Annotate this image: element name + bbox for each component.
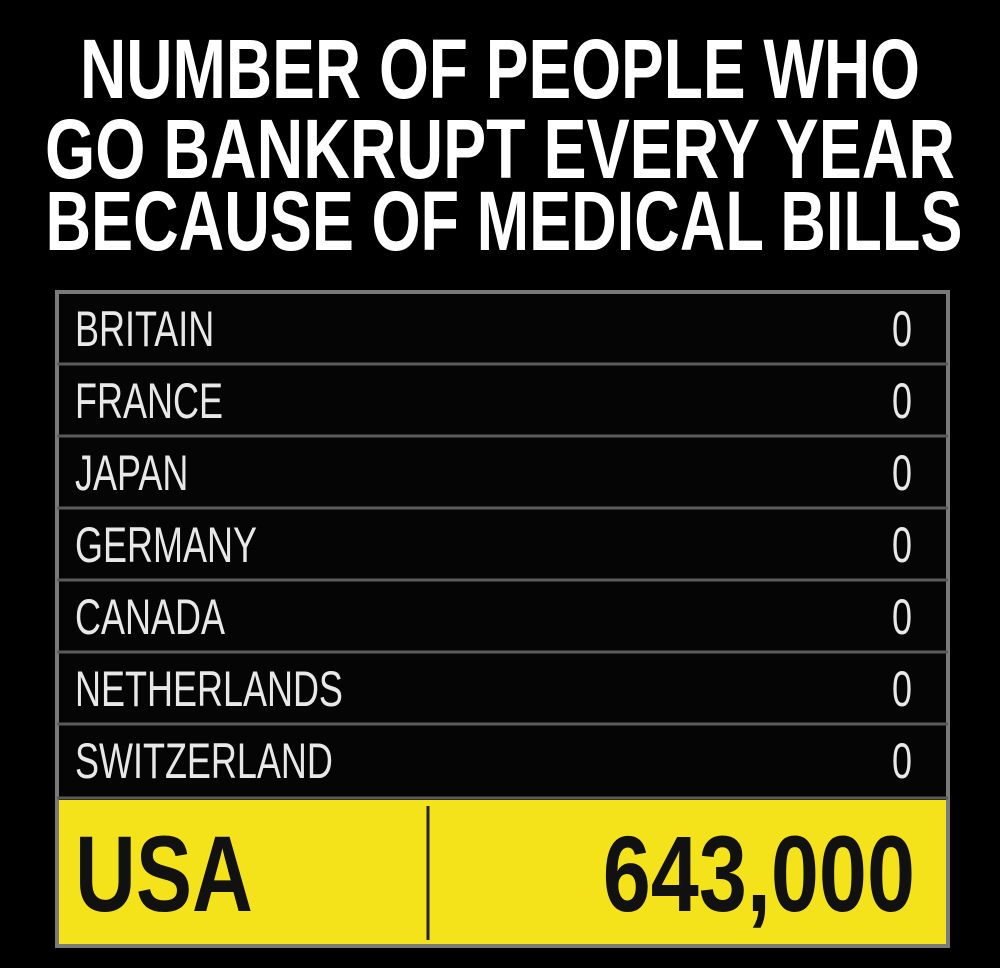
cell-group: 643,000	[603, 813, 915, 934]
cell-group: SWITZERLAND	[75, 734, 333, 789]
value-cell: 0	[892, 662, 912, 717]
cell-group: NETHERLANDS	[75, 662, 343, 717]
value-cell: 0	[892, 518, 912, 573]
title-line: NUMBER OF PEOPLE WHO	[80, 22, 920, 116]
value-cell: 0	[892, 590, 912, 645]
country-cell: JAPAN	[75, 446, 188, 501]
value-cell: 0	[892, 374, 912, 429]
country-cell: NETHERLANDS	[75, 662, 343, 717]
country-cell: FRANCE	[75, 374, 223, 429]
cell-group: BRITAIN	[75, 302, 214, 357]
cell-group: USA	[75, 813, 253, 935]
country-cell: SWITZERLAND	[75, 734, 333, 789]
value-cell: 643,000	[603, 813, 915, 934]
cell-group: 0	[892, 662, 912, 717]
country-cell: CANADA	[75, 590, 225, 645]
cell-group: FRANCE	[75, 374, 223, 429]
country-cell: GERMANY	[75, 518, 257, 573]
cell-group: 0	[892, 302, 912, 357]
value-cell: 0	[892, 734, 912, 789]
value-cell: 0	[892, 302, 912, 357]
highlight-row	[59, 800, 946, 944]
cell-group: 0	[892, 734, 912, 789]
country-cell: USA	[75, 813, 253, 935]
cell-group: GERMANY	[75, 518, 257, 573]
cell-group: 0	[892, 446, 912, 501]
title-line: GO BANKRUPT EVERY YEAR	[45, 102, 955, 196]
cell-group: 0	[892, 590, 912, 645]
cell-group: 0	[892, 518, 912, 573]
table: BRITAIN 0 FRANCE 0 JAPAN 0 GERMANY 0 CANADA 0 NETH…	[55, 290, 950, 948]
cell-group: CANADA	[75, 590, 225, 645]
cell-group: 0	[892, 374, 912, 429]
country-cell: BRITAIN	[75, 302, 214, 357]
value-cell: 0	[892, 446, 912, 501]
cell-group: JAPAN	[75, 446, 188, 501]
title-line: BECAUSE OF MEDICAL BILLS	[46, 174, 963, 268]
